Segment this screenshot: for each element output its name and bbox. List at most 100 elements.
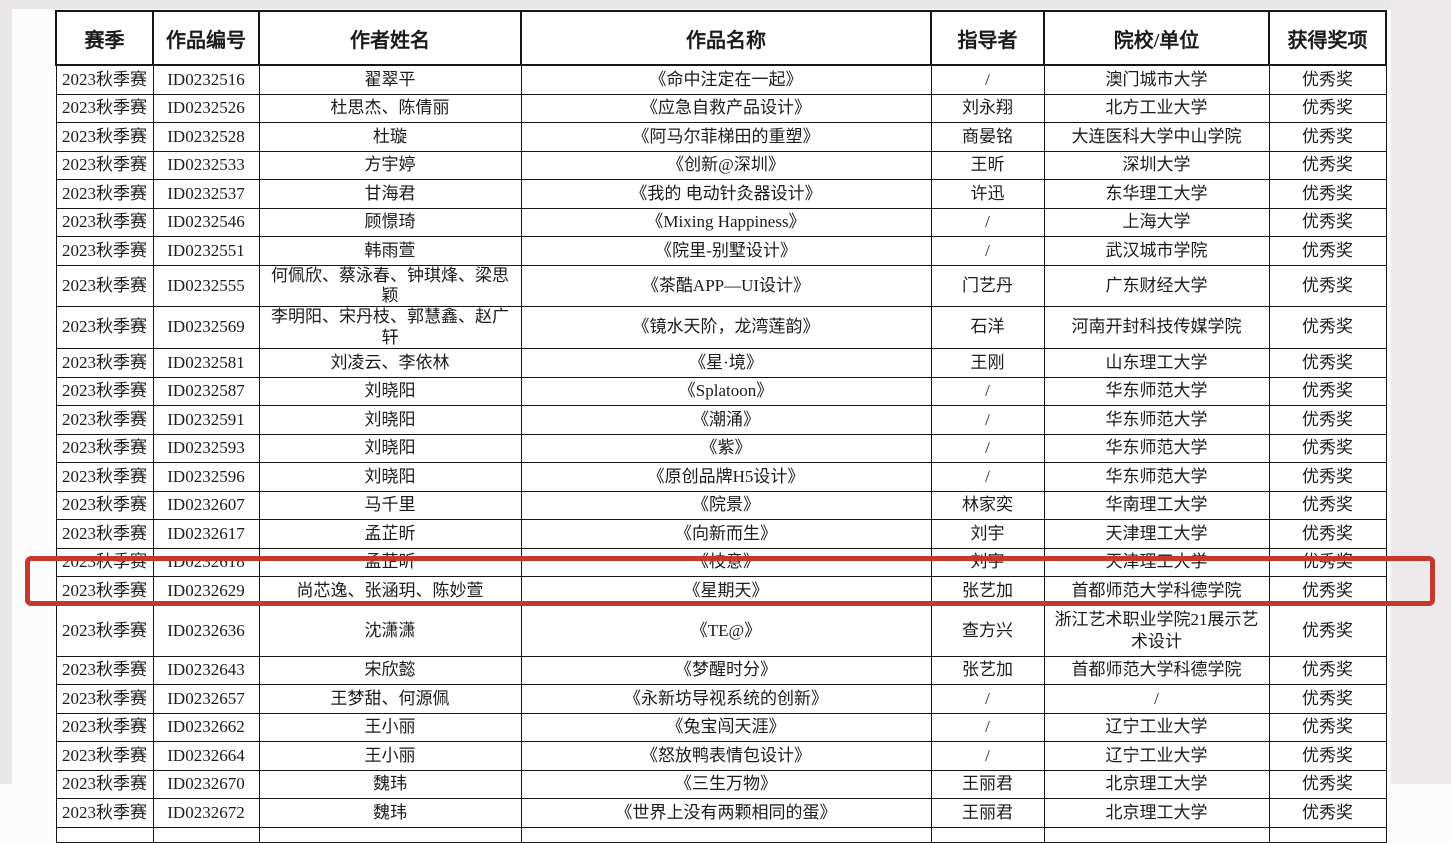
cell-work-id: ID0232555 [152,264,260,308]
column-header-advisor: 指导者 [930,10,1045,66]
cell-award: 优秀奖 [1268,122,1387,152]
cell-work-title: 《世界上没有两颗相同的蛋》 [520,798,932,828]
cell-work-id: ID0232537 [152,179,260,209]
cell-advisor: 王丽君 [930,769,1045,800]
cell-authors: 翟翠平 [258,64,522,95]
cell-award: 优秀奖 [1268,519,1387,549]
cell-authors: 王小丽 [258,712,522,743]
cell-authors: 顾憬琦 [258,207,522,237]
column-header-work-id: 作品编号 [152,10,260,66]
cell-institution: 天津理工大学 [1043,547,1270,578]
table-row: 2023秋季赛 ID0232528 杜璇 《阿马尔菲梯田的重塑》 商晏铭 大连医… [55,122,1387,152]
cell-work-id: ID0232546 [152,207,260,237]
cell-season: 2023秋季赛 [55,348,154,378]
cell-award: 优秀奖 [1268,741,1387,771]
cell-award: 优秀奖 [1268,462,1387,492]
cell-authors: 杜思杰、陈倩丽 [258,93,522,123]
cell-work-id: ID0232587 [152,376,260,407]
cell-season: 2023秋季赛 [55,490,154,521]
cell-work-title: 《应急自救产品设计》 [520,93,932,123]
cell-institution: 武汉城市学院 [1043,236,1270,266]
cell-work-title: 《茶酷APP—UI设计》 [520,264,932,308]
cell-advisor: / [930,405,1045,435]
cell-work-id: ID0232643 [152,655,260,686]
table-row: 2023秋季赛 ID0232670 魏玮 《三生万物》 王丽君 北京理工大学 优… [55,769,1387,800]
cell-work-id: ID0232636 [152,604,260,657]
cell-work-id: ID0232591 [152,405,260,435]
table-row: 2023秋季赛 ID0232618 孟芷昕 《枝意》 刘宇 天津理工大学 优秀奖 [55,547,1387,578]
cell-advisor: / [930,712,1045,743]
cell-work-title: 《命中注定在一起》 [520,64,932,95]
cell-authors: 刘晓阳 [258,405,522,435]
table-row: 2023秋季赛 ID0232546 顾憬琦 《Mixing Happiness》… [55,207,1387,237]
cell-institution: 华东师范大学 [1043,405,1270,435]
table-row: 2023秋季赛 ID0232664 王小丽 《怒放鸭表情包设计》 / 辽宁工业大… [55,741,1387,771]
cell-season: 2023秋季赛 [55,462,154,492]
cell-authors: 王小丽 [258,741,522,771]
cell-authors: 沈潇潇 [258,604,522,657]
cell-advisor: 许迅 [930,179,1045,209]
cell-institution: 上海大学 [1043,207,1270,237]
cell-advisor: 张艺加 [930,655,1045,686]
cell-institution: 深圳大学 [1043,150,1270,180]
table-row: 2023秋季赛 ID0232533 方宇婷 《创新@深圳》 王昕 深圳大学 优秀… [55,150,1387,180]
cell-work-title: 《星·境》 [520,348,932,378]
table-row: 2023秋季赛 ID0232555 何佩欣、蔡泳春、钟琪烽、梁思颖 《茶酷APP… [55,264,1387,308]
table-row: 2023秋季赛 ID0232596 刘晓阳 《原创品牌H5设计》 / 华东师范大… [55,462,1387,492]
cell-institution: 首都师范大学科德学院 [1043,576,1270,606]
cell-institution: 浙江艺术职业学院21展示艺术设计 [1043,604,1270,657]
cell-advisor: 刘永翔 [930,93,1045,123]
table-row: 2023秋季赛 ID0232607 马千里 《院景》 林家奕 华南理工大学 优秀… [55,490,1387,521]
cell-advisor: / [930,207,1045,237]
cell-authors: 魏玮 [258,769,522,800]
cell-work-id: ID0232657 [152,684,260,714]
cell-work-id: ID0232516 [152,64,260,95]
cell-award: 优秀奖 [1268,348,1387,378]
cell-institution: 华东师范大学 [1043,433,1270,464]
cell-advisor: 查方兴 [930,604,1045,657]
cell-work-title: 《原创品牌H5设计》 [520,462,932,492]
cell-work-id: ID0232593 [152,433,260,464]
cell-institution [1043,826,1270,843]
table-row: 2023秋季赛 ID0232516 翟翠平 《命中注定在一起》 / 澳门城市大学… [55,64,1387,95]
cell-work-title: 《紫》 [520,433,932,464]
cell-work-title: 《三生万物》 [520,769,932,800]
cell-award: 优秀奖 [1268,150,1387,180]
cell-award: 优秀奖 [1268,576,1387,606]
cell-season: 2023秋季赛 [55,684,154,714]
cell-work-title: 《星期天》 [520,576,932,606]
cell-authors: 刘晓阳 [258,376,522,407]
column-header-work-title: 作品名称 [520,10,932,66]
cell-award: 优秀奖 [1268,490,1387,521]
cell-season: 2023秋季赛 [55,122,154,152]
cell-authors: 刘晓阳 [258,433,522,464]
table-row: 2023秋季赛 ID0232617 孟芷昕 《向新而生》 刘宇 天津理工大学 优… [55,519,1387,549]
cell-season: 2023秋季赛 [55,576,154,606]
table-row: 2023秋季赛 ID0232587 刘晓阳 《Splatoon》 / 华东师范大… [55,376,1387,407]
cell-award: 优秀奖 [1268,547,1387,578]
cell-advisor: / [930,684,1045,714]
cell-work-id: ID0232670 [152,769,260,800]
cell-season: 2023秋季赛 [55,150,154,180]
cell-work-title: 《TE@》 [520,604,932,657]
cell-advisor: / [930,236,1045,266]
cell-award: 优秀奖 [1268,179,1387,209]
cell-season: 2023秋季赛 [55,547,154,578]
cell-institution: 天津理工大学 [1043,519,1270,549]
cell-institution: 北京理工大学 [1043,798,1270,828]
cell-work-title: 《Mixing Happiness》 [520,207,932,237]
cell-work-id: ID0232617 [152,519,260,549]
page-top-margin [0,0,1451,9]
cell-institution: 北方工业大学 [1043,93,1270,123]
cell-authors: 甘海君 [258,179,522,209]
cell-work-id: ID0232533 [152,150,260,180]
cell-season: 2023秋季赛 [55,207,154,237]
cell-advisor: / [930,462,1045,492]
cell-institution: 大连医科大学中山学院 [1043,122,1270,152]
cell-authors: 宋欣懿 [258,655,522,686]
cell-work-title [520,826,932,843]
cell-institution: 辽宁工业大学 [1043,741,1270,771]
cell-institution: 华南理工大学 [1043,490,1270,521]
cell-authors: 孟芷昕 [258,519,522,549]
cell-authors: 孟芷昕 [258,547,522,578]
